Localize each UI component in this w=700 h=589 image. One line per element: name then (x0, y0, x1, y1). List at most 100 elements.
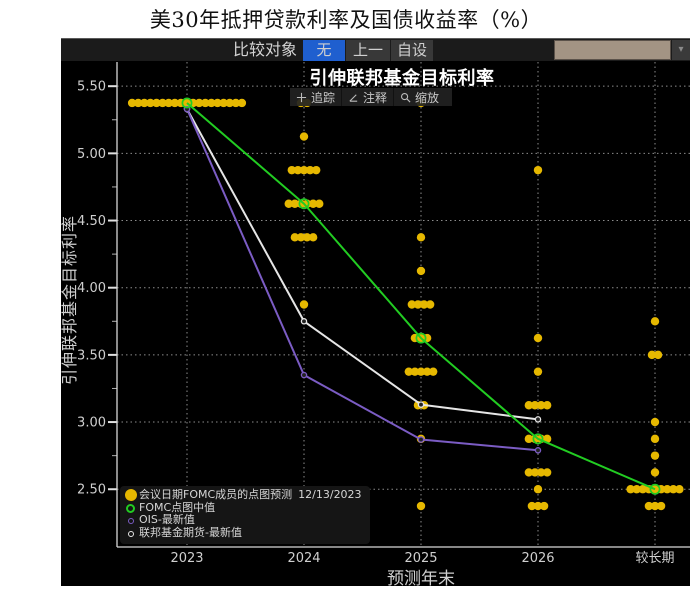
fomc-dot[interactable] (312, 165, 321, 175)
small-ring-icon (128, 530, 134, 537)
legend-item-ois[interactable]: OIS-最新值 (120, 513, 370, 527)
data-point-marker[interactable] (534, 416, 542, 423)
fomc-dot[interactable] (225, 98, 234, 108)
fomc-dot[interactable] (284, 199, 293, 208)
fomc-dot[interactable] (422, 367, 432, 376)
data-point-marker[interactable] (534, 447, 542, 454)
fomc-dot[interactable] (164, 98, 173, 108)
legend-item-fed-funds-futures[interactable]: 联邦基金期货-最新值 (120, 526, 370, 540)
fomc-dot[interactable] (305, 165, 315, 175)
fomc-dot[interactable] (299, 132, 309, 141)
fomc-dot[interactable] (315, 199, 324, 208)
fomc-dot[interactable] (404, 367, 413, 376)
fomc-dot[interactable] (542, 468, 552, 477)
fomc-dot[interactable] (524, 468, 534, 477)
fomc-dot[interactable] (536, 468, 546, 477)
data-point-marker[interactable] (417, 436, 425, 443)
fomc-dot[interactable] (308, 199, 318, 208)
fomc-dot[interactable] (410, 367, 420, 376)
fomc-dot[interactable] (219, 98, 228, 108)
fomc-dot[interactable] (416, 367, 426, 376)
legend-item-fomc-median[interactable]: FOMC点图中值 (120, 501, 370, 515)
median-marker[interactable] (649, 483, 661, 495)
fomc-dot[interactable] (632, 485, 641, 494)
fomc-dot[interactable] (638, 485, 647, 494)
compare-none-button[interactable]: 无 (303, 40, 345, 61)
fomc-dot[interactable] (425, 300, 435, 309)
fomc-dot[interactable] (416, 233, 426, 242)
zoom-button[interactable]: 缩放 (394, 88, 445, 106)
fomc-dot[interactable] (527, 501, 537, 511)
fomc-dot[interactable] (669, 485, 678, 494)
median-marker[interactable] (298, 198, 310, 210)
fomc-dot[interactable] (299, 300, 309, 309)
fomc-dot[interactable] (158, 98, 167, 108)
data-point-marker[interactable] (300, 371, 308, 379)
fomc-dot[interactable] (542, 401, 552, 410)
fomc-dot[interactable] (650, 501, 660, 511)
track-button[interactable]: 追踪 (290, 88, 343, 106)
fomc-dot[interactable] (533, 501, 543, 511)
median-marker[interactable] (181, 97, 193, 109)
dropdown-field[interactable] (554, 40, 671, 60)
fomc-dot[interactable] (650, 417, 660, 427)
legend-item-dot-plot[interactable]: 会议日期FOMC成员的点图预测 12/13/2023 (120, 488, 370, 502)
fomc-dot[interactable] (539, 501, 549, 511)
fomc-dot[interactable] (127, 98, 137, 108)
fomc-dot[interactable] (416, 266, 426, 276)
fomc-dot[interactable] (533, 165, 543, 175)
fomc-dot[interactable] (533, 333, 543, 343)
fomc-dot[interactable] (650, 434, 660, 444)
fomc-dot[interactable] (653, 350, 663, 360)
fomc-dot[interactable] (146, 98, 155, 108)
fomc-dot[interactable] (152, 98, 161, 108)
fomc-dot[interactable] (407, 300, 417, 309)
fomc-dot[interactable] (524, 401, 534, 410)
fomc-dot[interactable] (524, 434, 534, 444)
fomc-dot[interactable] (231, 98, 240, 108)
fomc-dot[interactable] (207, 98, 216, 108)
data-point-marker[interactable] (417, 401, 425, 408)
fomc-dot[interactable] (290, 199, 300, 208)
annotate-button[interactable]: 注释 (342, 88, 395, 106)
fomc-dot[interactable] (299, 165, 309, 175)
data-point-marker[interactable] (300, 318, 308, 325)
fomc-dot[interactable] (536, 401, 546, 410)
fomc-dot[interactable] (533, 367, 543, 376)
fomc-dot[interactable] (308, 233, 318, 242)
fomc-dot[interactable] (656, 501, 666, 511)
fomc-dot[interactable] (650, 451, 660, 460)
fomc-dot[interactable] (419, 300, 429, 309)
fomc-dot[interactable] (293, 165, 303, 175)
fomc-dot[interactable] (140, 98, 149, 108)
fomc-dot[interactable] (663, 485, 672, 494)
median-marker[interactable] (532, 433, 544, 445)
compare-dropdown[interactable]: ▾ (554, 40, 690, 60)
fomc-dot[interactable] (650, 317, 660, 326)
fomc-dot[interactable] (626, 485, 635, 494)
fomc-dot[interactable] (290, 233, 300, 242)
fomc-dot[interactable] (675, 485, 684, 494)
fomc-dot[interactable] (530, 401, 540, 410)
fomc-dot[interactable] (533, 485, 543, 494)
fomc-dot[interactable] (644, 501, 654, 511)
fomc-dot[interactable] (296, 233, 306, 242)
fomc-dot[interactable] (647, 350, 657, 360)
median-marker[interactable] (415, 332, 427, 344)
fomc-dot[interactable] (650, 468, 660, 477)
fomc-dot[interactable] (170, 98, 179, 108)
fomc-dot[interactable] (195, 98, 204, 108)
fomc-dot[interactable] (413, 300, 423, 309)
fomc-dot[interactable] (302, 233, 312, 242)
fomc-dot[interactable] (530, 468, 540, 477)
compare-custom-button[interactable]: 自设 (391, 40, 433, 61)
fomc-dot[interactable] (201, 98, 210, 108)
fomc-dot[interactable] (213, 98, 222, 108)
fomc-dot[interactable] (416, 501, 426, 511)
chevron-down-icon[interactable]: ▾ (672, 40, 690, 60)
fomc-dot[interactable] (237, 98, 247, 108)
fomc-dot[interactable] (287, 165, 296, 175)
compare-previous-button[interactable]: 上一 (346, 40, 390, 61)
fomc-dot[interactable] (429, 367, 438, 376)
fomc-dot[interactable] (134, 98, 143, 108)
